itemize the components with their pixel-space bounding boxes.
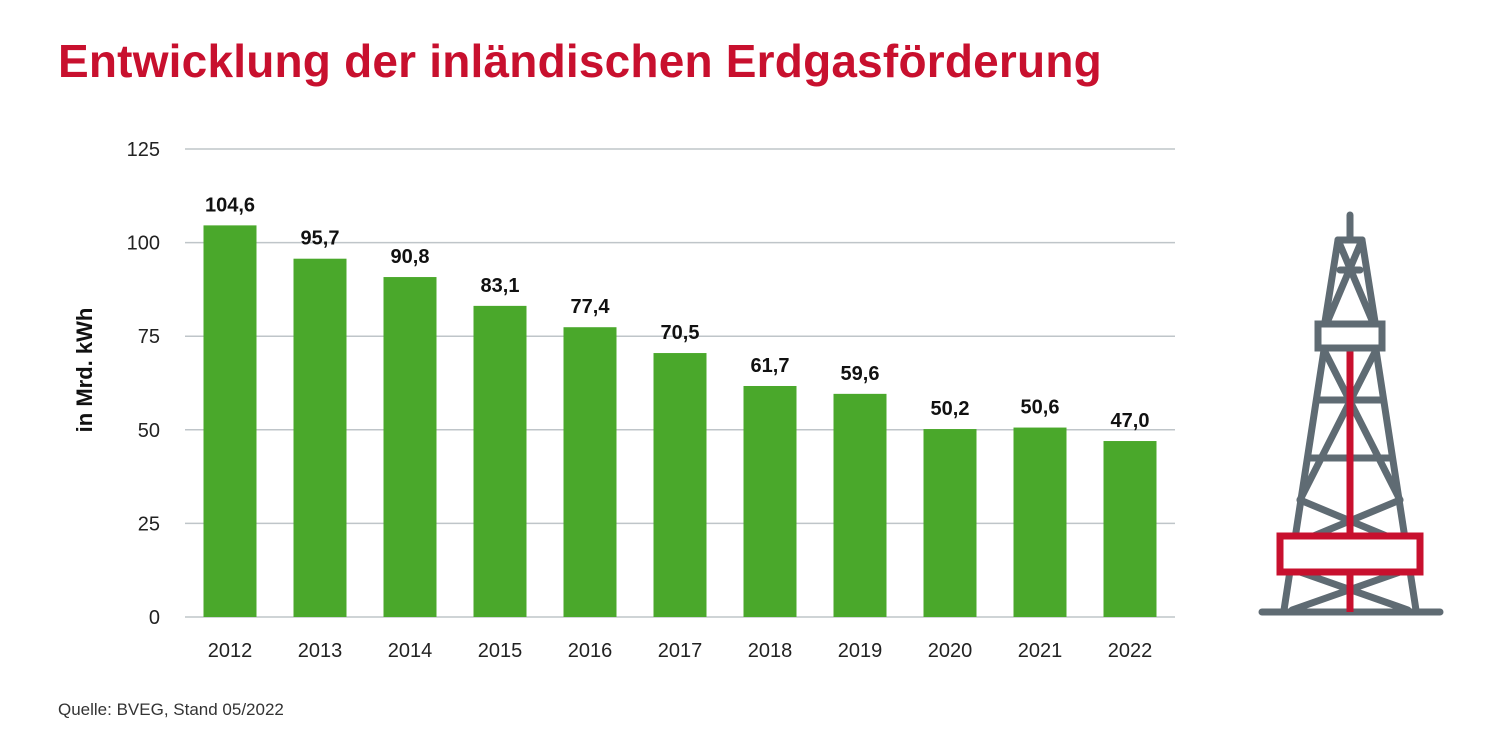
y-tick-label: 100 (127, 233, 160, 255)
x-tick-label: 2019 (838, 640, 883, 662)
bar-2012 (203, 225, 257, 617)
bar-2016 (563, 327, 617, 617)
x-tick-label: 2015 (478, 640, 523, 662)
y-axis-ticks: 0 25 50 75 100 125 (127, 139, 160, 629)
oil-derrick-icon (1258, 211, 1444, 616)
x-axis-ticks: 2012 2013 2014 2015 2016 2017 2018 2019 2020 2021… (208, 640, 1153, 662)
data-label: 70,5 (661, 322, 700, 344)
data-label: 50,6 (1021, 397, 1060, 419)
bar-2019 (833, 393, 887, 617)
bar-2013 (293, 258, 347, 617)
y-tick-label: 0 (149, 607, 160, 629)
data-label: 47,0 (1111, 410, 1150, 432)
bar-2021 (1013, 427, 1067, 617)
source-note: Quelle: BVEG, Stand 05/2022 (58, 700, 284, 719)
y-tick-label: 125 (127, 139, 160, 161)
x-tick-label: 2022 (1108, 640, 1153, 662)
y-tick-label: 25 (138, 513, 160, 535)
x-tick-label: 2020 (928, 640, 973, 662)
bar-chart: 104,6 95,7 90,8 83,1 77,4 70,5 61,7 59,6 50,2 50,… (72, 139, 1175, 662)
data-label: 77,4 (571, 296, 611, 318)
data-label: 83,1 (481, 275, 520, 297)
x-tick-label: 2012 (208, 640, 253, 662)
bars (203, 225, 1157, 617)
x-tick-label: 2016 (568, 640, 613, 662)
x-tick-label: 2017 (658, 640, 703, 662)
data-label: 59,6 (841, 363, 880, 385)
y-axis-title: in Mrd. kWh (72, 308, 97, 433)
x-tick-label: 2013 (298, 640, 343, 662)
bar-2017 (653, 353, 707, 617)
data-label: 90,8 (391, 246, 430, 268)
y-tick-label: 50 (138, 420, 160, 442)
data-label: 95,7 (301, 228, 340, 250)
bar-2014 (383, 277, 437, 617)
page-title: Entwicklung der inländischen Erdgasförde… (58, 35, 1102, 87)
bar-2022 (1103, 441, 1157, 617)
data-label: 104,6 (205, 194, 255, 216)
x-tick-label: 2014 (388, 640, 433, 662)
bar-2020 (923, 429, 977, 617)
x-tick-label: 2018 (748, 640, 793, 662)
bar-2015 (473, 305, 527, 617)
data-labels: 104,6 95,7 90,8 83,1 77,4 70,5 61,7 59,6 50,2 50,… (205, 194, 1150, 432)
x-tick-label: 2021 (1018, 640, 1063, 662)
y-tick-label: 75 (138, 326, 160, 348)
data-label: 50,2 (931, 398, 970, 420)
data-label: 61,7 (751, 355, 790, 377)
bar-2018 (743, 385, 797, 617)
